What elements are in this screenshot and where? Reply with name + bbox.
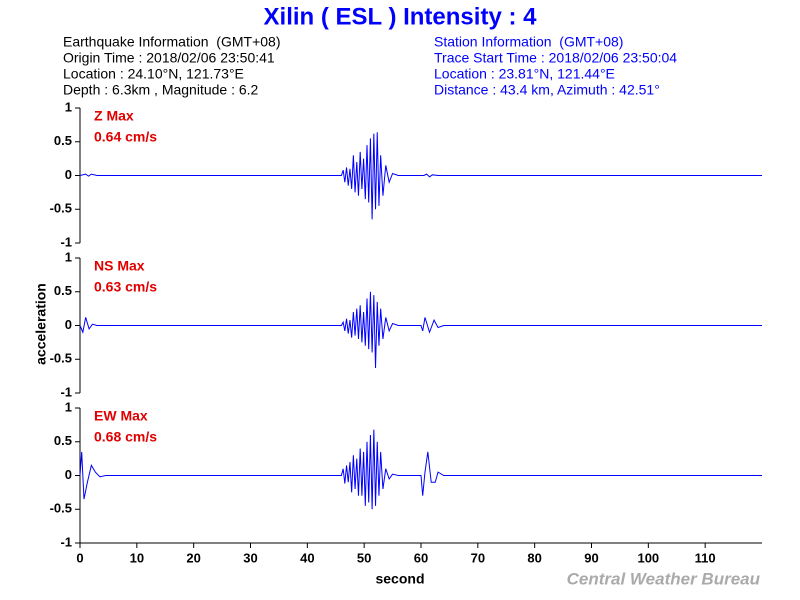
y-tick-label: -1	[60, 384, 72, 399]
y-tick-label: -1	[60, 534, 72, 549]
y-axis-label: acceleration	[33, 283, 49, 365]
component-label: NS Max	[94, 258, 145, 274]
earthquake-info: Origin Time : 2018/02/06 23:50:41	[63, 50, 275, 66]
station-info: Station Information (GMT+08)	[434, 34, 623, 50]
x-tick-label: 50	[357, 550, 371, 565]
station-info: Location : 23.81°N, 121.44°E	[434, 66, 615, 82]
y-tick-label: -1	[60, 234, 72, 249]
earthquake-info: Location : 24.10°N, 121.73°E	[63, 66, 244, 82]
y-tick-label: 1	[65, 99, 72, 114]
y-tick-label: 1	[65, 249, 72, 264]
y-tick-label: 0.5	[54, 133, 72, 148]
station-info: Distance : 43.4 km, Azimuth : 42.51°	[434, 82, 660, 98]
earthquake-info: Depth : 6.3km , Magnitude : 6.2	[63, 82, 259, 98]
x-tick-label: 90	[584, 550, 598, 565]
y-tick-label: 0	[65, 467, 72, 482]
peak-label: 0.64 cm/s	[94, 129, 157, 145]
earthquake-info: Earthquake Information (GMT+08)	[63, 34, 281, 50]
y-tick-label: -0.5	[50, 351, 72, 366]
x-tick-label: 20	[186, 550, 200, 565]
x-axis-label: second	[375, 571, 424, 587]
x-tick-label: 0	[76, 550, 83, 565]
x-tick-label: 10	[130, 550, 144, 565]
waveform	[79, 291, 762, 369]
component-label: EW Max	[94, 408, 148, 424]
x-tick-label: 80	[527, 550, 541, 565]
component-label: Z Max	[94, 108, 134, 124]
y-tick-label: -0.5	[50, 501, 72, 516]
waveform	[79, 132, 762, 220]
station-info: Trace Start Time : 2018/02/06 23:50:04	[434, 50, 677, 66]
waveform	[79, 429, 762, 510]
y-tick-label: 0.5	[54, 283, 72, 298]
peak-label: 0.63 cm/s	[94, 279, 157, 295]
y-tick-label: 0	[65, 167, 72, 182]
y-tick-label: -0.5	[50, 201, 72, 216]
y-tick-label: 1	[65, 399, 72, 414]
x-tick-label: 110	[695, 550, 716, 565]
chart-title: Xilin ( ESL ) Intensity : 4	[264, 3, 538, 30]
x-tick-label: 30	[243, 550, 257, 565]
y-tick-label: 0.5	[54, 433, 72, 448]
x-tick-label: 70	[471, 550, 485, 565]
x-tick-label: 40	[300, 550, 314, 565]
x-tick-label: 60	[414, 550, 428, 565]
x-tick-label: 100	[637, 550, 659, 565]
peak-label: 0.68 cm/s	[94, 429, 157, 445]
credit: Central Weather Bureau	[567, 569, 761, 588]
y-tick-label: 0	[65, 317, 72, 332]
